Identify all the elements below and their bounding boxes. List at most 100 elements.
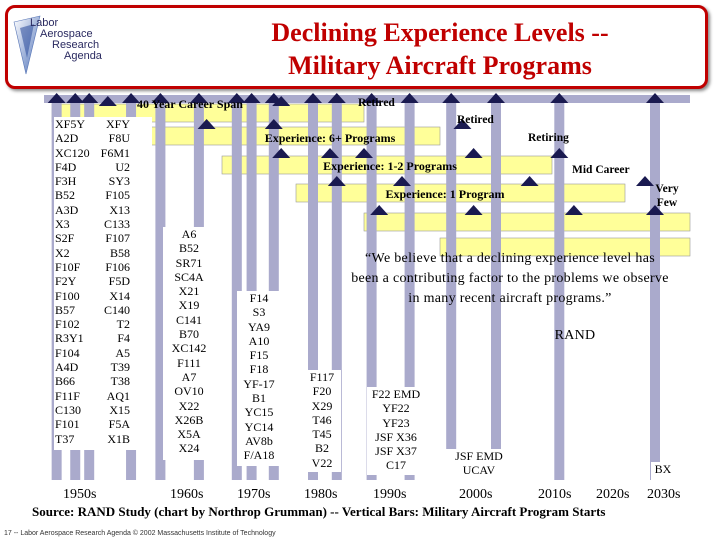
program-1970s-item: AV8b: [245, 433, 273, 448]
band-marker-11: [327, 176, 346, 186]
program-1960s-item: A6: [181, 227, 197, 241]
program-1950s-item: XF5Y: [55, 117, 86, 131]
program-start-marker-11: [327, 93, 346, 103]
program-start-marker-4: [122, 93, 141, 103]
program-1990s-item: C17: [385, 458, 406, 473]
programs-2000s: JSF EMD UCAV: [443, 449, 515, 482]
program-1950s-item: X1B: [107, 431, 130, 446]
program-1950s-item: F10F: [55, 259, 81, 274]
x-tick-1960s: 1960s: [170, 487, 204, 502]
band-marker-10: [550, 148, 569, 158]
program-start-bar-14: [446, 96, 457, 480]
career-band-3: [221, 155, 553, 175]
logo-line-4: Agenda: [64, 50, 102, 62]
logo-line-3: Research: [52, 39, 100, 51]
program-1950s-item: F5A: [108, 417, 130, 432]
program-1960s-item: X21: [178, 284, 200, 299]
program-start-marker-1: [47, 93, 66, 103]
program-start-bar-9: [268, 96, 279, 480]
program-1950s-item: F106: [105, 259, 130, 274]
program-1980s-item: F20: [312, 384, 332, 399]
program-1990s-item: YF22: [382, 401, 410, 416]
program-1950s-item: X3: [55, 217, 70, 232]
program-start-marker-16: [550, 93, 569, 103]
lara-logo-icon: [13, 15, 41, 75]
logo-line-2: Aerospace: [40, 28, 93, 40]
band-label-career-span: 40 Year Career Span: [137, 97, 243, 111]
program-1950s-item: F11F: [55, 388, 80, 403]
quote-attribution: RAND: [554, 328, 596, 343]
program-1950s-item: F102: [55, 317, 80, 332]
program-1950s-item: F100: [55, 288, 80, 303]
source-note: Source: RAND Study (chart by Northrop Gr…: [32, 504, 606, 519]
program-1980s-item: V22: [311, 455, 333, 470]
program-1950s-item: F4D: [55, 159, 77, 174]
programs-1980s: F117 F20 X29 T46 T45 B2 V22: [303, 370, 341, 472]
program-start-bar-13: [404, 96, 415, 480]
band-marker-17: [564, 205, 583, 215]
program-1950s-item: B66: [55, 374, 76, 389]
program-1970s-item: F/A18: [243, 448, 275, 463]
program-1950s-item: F6M1: [100, 145, 130, 160]
program-1950s-item: X2: [55, 245, 70, 260]
programs-1950s-box: [54, 117, 152, 450]
program-1950s-item: A5: [115, 345, 130, 360]
program-2030s-item: BX: [654, 462, 672, 476]
program-1970s-item: B1: [251, 391, 266, 406]
program-1960s-item: X26B: [174, 412, 204, 427]
program-1990s-item: JSF X36: [375, 429, 417, 444]
band-marker-1: [98, 96, 117, 106]
program-1980s-item: X29: [311, 398, 333, 413]
end-label-very-few: Very Few: [655, 183, 679, 209]
program-1950s-item: XFY: [105, 117, 130, 131]
program-1950s-item: F101: [55, 417, 80, 432]
program-1950s-item: B58: [109, 245, 130, 260]
program-1960s-item: X22: [178, 398, 200, 413]
band-marker-15: [370, 205, 389, 215]
program-1950s-item: T37: [55, 431, 75, 446]
program-start-bar-5: [155, 96, 166, 480]
program-1950s-item: A4D: [55, 360, 79, 375]
program-1960s-item: A7: [181, 369, 197, 384]
program-1950s-item: F8U: [108, 131, 130, 146]
program-start-bar-10: [308, 96, 318, 480]
program-1950s-item: F104: [55, 345, 80, 360]
program-1960s-item: X19: [178, 298, 200, 313]
programs-1960s: A6 B52 SR71 SC4A X21 X19 C141 B70 XC142 F111 A7 OV1…: [163, 227, 215, 460]
program-start-bar-8: [246, 96, 257, 480]
program-1960s-item: X5A: [177, 427, 201, 442]
program-start-bar-7: [231, 96, 242, 480]
band-marker-2: [272, 96, 291, 106]
program-start-marker-2: [66, 93, 85, 103]
program-1960s-item: X24: [178, 441, 200, 456]
program-1950s-item: F3H: [55, 174, 77, 189]
title-frame: [5, 5, 708, 89]
program-1960s-item: XC142: [171, 341, 207, 356]
end-label-mid-career: Mid Career: [572, 164, 630, 176]
program-1950s-item: F5D: [108, 274, 130, 289]
program-1980s-item: T45: [312, 427, 332, 442]
program-1970s-item: F18: [249, 362, 269, 377]
program-1950s-item: T39: [110, 360, 130, 375]
x-tick-2000s: 2000s: [459, 487, 493, 502]
band-marker-5: [453, 119, 472, 129]
program-start-bar-12: [366, 96, 377, 480]
x-tick-2020s: 2020s: [596, 487, 630, 502]
program-1950s-item: A3D: [55, 202, 79, 217]
career-band-5: [363, 212, 691, 232]
program-1970s-item: F14: [249, 291, 269, 305]
end-label-retiring: Retiring: [528, 132, 569, 144]
program-1950s-item: F105: [105, 188, 130, 203]
program-1950s-item: S2F: [55, 231, 75, 246]
program-1950s-item: F107: [105, 231, 130, 246]
rand-quote: “We believe that a declining experience …: [351, 251, 669, 306]
program-start-marker-8: [242, 93, 261, 103]
program-start-marker-12: [362, 93, 381, 103]
band-marker-7: [321, 148, 339, 158]
program-start-marker-13: [400, 93, 419, 103]
program-start-bar-17: [650, 96, 660, 480]
program-1950s-item: C130: [55, 402, 82, 417]
x-tick-1970s: 1970s: [237, 487, 271, 502]
program-1950s-item: X14: [109, 288, 130, 303]
career-band-6: [439, 237, 691, 257]
